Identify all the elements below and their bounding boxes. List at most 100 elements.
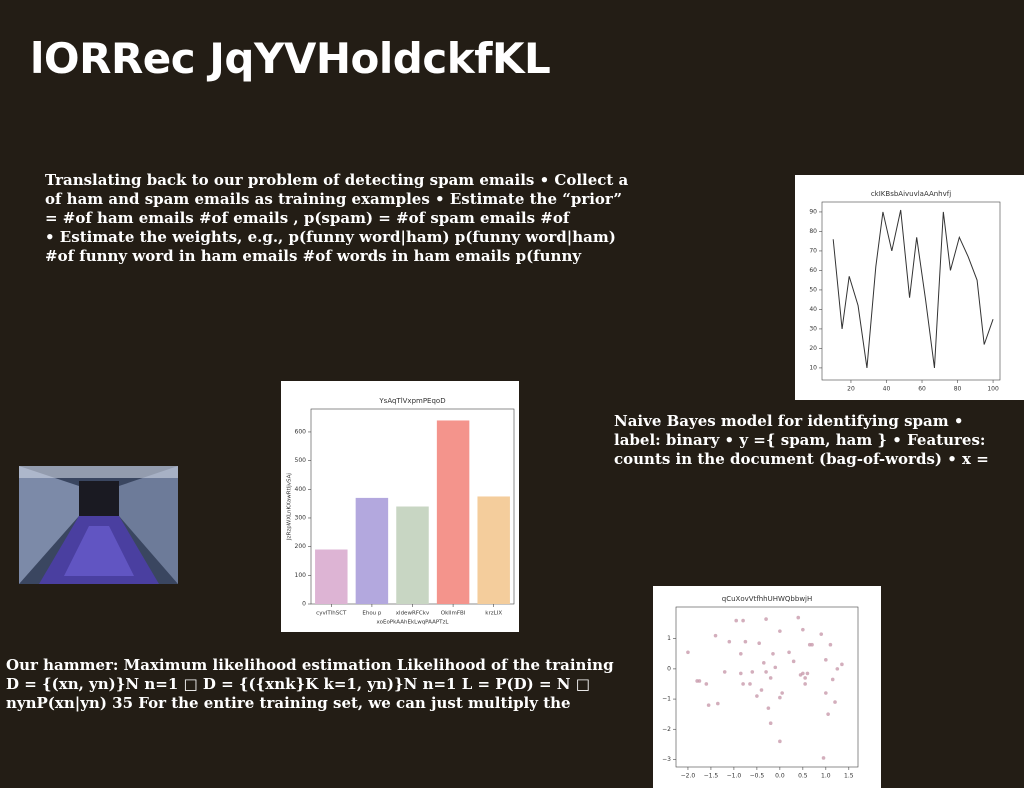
scatter-point [704, 682, 709, 686]
y-tick-label: 20 [809, 345, 817, 352]
text-line: label: binary • y ={ spam, ham } • Featu… [614, 431, 986, 449]
text-line: Translating back to our problem of detec… [45, 171, 629, 189]
scatter-point [741, 682, 745, 686]
chart-title: qCuXovVtfhhUHWQbbwjH [722, 595, 813, 603]
paragraph: Our hammer: Maximum likelihood estimatio… [6, 656, 614, 713]
scatter-point [780, 691, 784, 695]
photo [19, 466, 178, 584]
scatter-point [835, 667, 840, 671]
y-tick-label: 400 [295, 486, 307, 493]
scatter-point [739, 651, 743, 656]
y-tick-label: 10 [809, 364, 817, 371]
scatter-point [778, 739, 782, 744]
scatter-point [840, 662, 844, 667]
x-tick-label: 20 [847, 386, 855, 393]
y-tick-label: 0 [302, 601, 306, 608]
x-tick-label: 0.0 [775, 773, 785, 780]
scatter-point [697, 679, 702, 683]
plot-frame [821, 201, 1001, 381]
x-axis-label: xoEoPkAAhEkLwqPAAPTzL [377, 620, 450, 626]
scatter-point [810, 642, 814, 647]
x-tick-label: −0.5 [750, 773, 765, 780]
scatter-point [748, 682, 752, 686]
y-tick-label: 600 [295, 428, 307, 435]
x-tick-label: 1.0 [821, 773, 831, 780]
scatter-point [764, 670, 768, 674]
x-tick-label: cyvITlhSCT [316, 611, 347, 617]
scatter-point [801, 671, 805, 676]
scatter-point [764, 617, 768, 621]
scatter-point [805, 671, 810, 676]
bar [436, 420, 470, 604]
slide-title: lORRec JqYVHoldckfKL [30, 34, 551, 83]
bar [315, 549, 348, 604]
x-tick-label: krzLIX [485, 611, 502, 617]
scatter-point [828, 642, 833, 647]
y-tick-label: 0 [667, 665, 671, 672]
scatter-point [824, 658, 828, 662]
y-tick-label: 300 [295, 514, 307, 521]
y-tick-label: −3 [662, 756, 671, 763]
scatter-point [706, 703, 711, 707]
x-tick-label: 60 [918, 386, 926, 393]
x-tick-label: 1.5 [844, 773, 854, 780]
y-tick-label: −2 [662, 726, 671, 733]
text-line: of ham and spam emails as training examp… [45, 190, 623, 208]
plot-frame [675, 606, 859, 768]
scatter-point [727, 639, 732, 644]
paragraph: Naive Bayes model for identifying spam •… [614, 412, 989, 469]
scatter-point [778, 629, 782, 633]
y-tick-label: 70 [809, 247, 817, 254]
paragraph: Translating back to our problem of detec… [45, 171, 628, 266]
y-tick-label: −1 [662, 696, 671, 703]
scatter-point [830, 677, 835, 682]
x-tick-label: 40 [883, 386, 891, 393]
scatter-point [713, 633, 718, 638]
scatter-chart: qCuXovVtfhhUHWQbbwjH −3 −2 −1 0 1 −2.0 −1.5 −1.0… [653, 586, 881, 788]
scatter-point [803, 682, 807, 686]
scatter-point [734, 618, 739, 623]
scatter-point [743, 639, 748, 644]
text-line: • Estimate the weights, e.g., p(funny wo… [45, 228, 616, 246]
scatter-point [761, 661, 766, 665]
y-tick-label: 1 [667, 635, 671, 642]
y-tick-label: 80 [809, 228, 817, 235]
x-tick-label: −2.0 [681, 773, 696, 780]
scatter-point [787, 650, 791, 655]
scatter-point [833, 700, 837, 704]
y-axis-label: JzRzpWXLnKXawRtljvSAj [287, 473, 293, 541]
line-chart: ckIKBsbAivuvlaAAnhvfj 10 20 30 40 50 60 70 80 90 2… [795, 175, 1024, 400]
text-line: Our hammer: Maximum likelihood estimatio… [6, 656, 614, 674]
text-line: D = {(xn, yn)}N n=1 □ D = {({xnk}K k=1, … [6, 675, 590, 693]
scatter-point [819, 632, 824, 636]
y-tick-label: 90 [809, 208, 817, 215]
scatter-point [750, 670, 755, 674]
scatter-point [821, 756, 826, 760]
data-line [832, 209, 994, 368]
bar [355, 497, 389, 604]
scatter-point [778, 695, 782, 700]
y-tick-label: 40 [809, 306, 817, 313]
y-tick-label: 30 [809, 325, 817, 332]
scatter-point [766, 706, 771, 710]
scatter-point [771, 651, 775, 656]
x-tick-label: 0.5 [798, 773, 808, 780]
scatter-point [796, 615, 801, 620]
text-line: = #of ham emails #of emails , p(spam) = … [45, 209, 570, 227]
scatter-point [755, 694, 759, 698]
text-line: nynP(xn|yn) 35 For the entire training s… [6, 694, 571, 712]
scatter-point [803, 676, 807, 680]
y-tick-label: 60 [809, 267, 817, 274]
x-tick-label: OkIlmFBI [441, 611, 466, 617]
x-tick-label: Ehou p [362, 611, 382, 617]
scatter-point [722, 670, 727, 674]
text-line: #of funny word in ham emails #of words i… [45, 247, 582, 265]
y-tick-label: 100 [295, 572, 307, 579]
text-line: counts in the document (bag-of-words) • … [614, 450, 989, 468]
scatter-point [739, 671, 743, 676]
x-tick-label: 100 [987, 386, 999, 393]
x-tick-label: 80 [954, 386, 962, 393]
x-tick-label: −1.5 [704, 773, 719, 780]
scatter-point [716, 701, 720, 706]
